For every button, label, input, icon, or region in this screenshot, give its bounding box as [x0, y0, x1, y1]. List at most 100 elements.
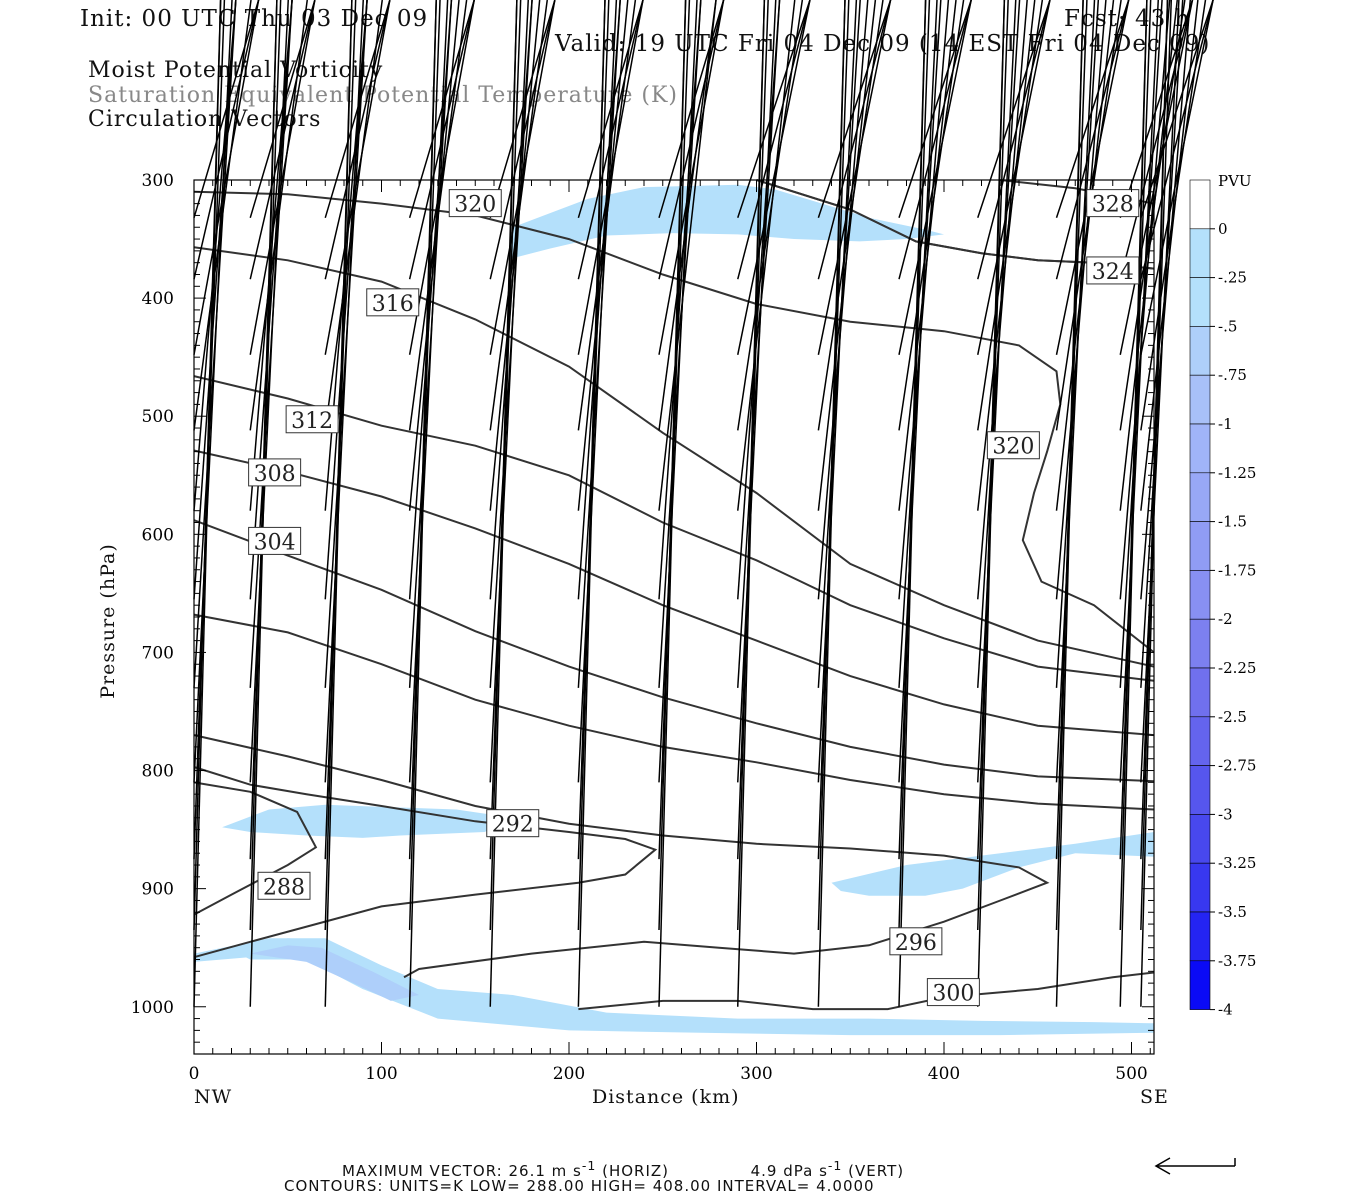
colorbar-label-5: -1.25 — [1218, 464, 1256, 482]
contour-label-12: 328 — [1092, 193, 1134, 218]
circulation-vector-5-1 — [249, 0, 293, 600]
y-tick-label-1000: 1000 — [131, 998, 174, 1018]
x-tick-label-500: 500 — [1115, 1064, 1147, 1084]
contour-label-6: 308 — [254, 462, 296, 487]
colorbar-swatch-4 — [1189, 374, 1211, 425]
plot-frame — [193, 179, 1155, 1055]
colorbar-swatch-16 — [1189, 960, 1211, 1010]
contour-label-box-1 — [486, 809, 540, 838]
y-tick-label-800: 800 — [142, 762, 174, 782]
circulation-vector-5-13 — [1140, 0, 1192, 600]
colorbar-label-16: -4 — [1218, 1001, 1233, 1019]
x-tick-label-100: 100 — [365, 1064, 397, 1084]
circulation-vector-5-12 — [1119, 0, 1171, 600]
x-tick-label-400: 400 — [928, 1064, 960, 1084]
colorbar-swatch-13 — [1189, 814, 1211, 864]
mpv-shade-5 — [250, 945, 419, 1001]
circulation-vector-2-6 — [658, 0, 725, 355]
circulation-vector-7-3 — [408, 0, 449, 783]
colorbar-label-13: -3.25 — [1218, 854, 1256, 872]
contour-label-box-0 — [257, 871, 311, 900]
contour-label-box-7 — [285, 405, 339, 434]
circulation-vector-1-11 — [1055, 0, 1130, 280]
contour-label-box-11 — [1086, 256, 1140, 285]
colorbar-label-1: -.25 — [1218, 269, 1247, 287]
max-vector-info: MAXIMUM VECTOR: 26.1 m s-1 (HORIZ) 4.9 d… — [342, 1158, 905, 1180]
circulation-vector-7-11 — [1055, 0, 1096, 783]
circulation-vector-1-10 — [977, 0, 1051, 280]
colorbar-swatch-6 — [1189, 472, 1211, 522]
circulation-vector-5-3 — [408, 0, 453, 600]
contour-label-box-10 — [986, 431, 1040, 460]
contour-label-7: 312 — [291, 409, 333, 434]
colorbar-swatch-12 — [1189, 765, 1211, 815]
circulation-vector-10-11 — [1055, 0, 1084, 1007]
contour-label-11: 324 — [1092, 260, 1134, 285]
colorbar-label-6: -1.5 — [1218, 513, 1247, 531]
circulation-vector-5-2 — [324, 0, 368, 600]
circulation-vector-0-7 — [737, 0, 811, 219]
theta-es-contour-7 — [193, 375, 1155, 682]
contour-label-2: 296 — [895, 931, 937, 956]
colorbar-swatch-10 — [1189, 667, 1211, 718]
theta-es-contour-5 — [193, 519, 1155, 783]
circulation-vector-0-11 — [1055, 0, 1130, 219]
colorbar-label-8: -2 — [1218, 610, 1233, 628]
colorbar-label-3: -.75 — [1218, 366, 1247, 384]
mpv-shade-1 — [222, 804, 513, 838]
circulation-vector-2-8 — [817, 0, 892, 355]
colorbar-label-11: -2.75 — [1218, 757, 1256, 775]
contour-label-box-5 — [248, 526, 302, 555]
circulation-vector-5-8 — [817, 0, 869, 600]
circulation-vector-0-8 — [817, 0, 892, 219]
contour-label-0: 288 — [263, 875, 305, 900]
circulation-vector-7-6 — [658, 0, 698, 783]
circulation-vector-2-11 — [1055, 0, 1130, 355]
circulation-vector-10-10 — [977, 0, 1006, 1007]
colorbar-label-9: -2.25 — [1218, 659, 1256, 677]
circulation-vector-1-9 — [898, 0, 972, 280]
theta-es-contour-6 — [193, 449, 1155, 737]
circulation-vector-2-2 — [324, 0, 391, 355]
colorbar-swatch-1 — [1189, 228, 1211, 278]
circulation-vector-0-13 — [1140, 0, 1214, 219]
y-tick-label-500: 500 — [142, 407, 174, 427]
circulation-vector-1-13 — [1140, 0, 1214, 280]
colorbar-title: PVU — [1218, 172, 1252, 190]
contour-label-box-2 — [889, 927, 943, 956]
circulation-vector-4-7 — [737, 0, 796, 511]
title-theta-es: Saturation Equivalent Potential Temperat… — [88, 83, 678, 108]
x-tick-label-0: 0 — [189, 1064, 200, 1084]
colorbar-label-12: -3 — [1218, 805, 1233, 823]
contour-label-10: 320 — [992, 435, 1034, 460]
circulation-vector-5-7 — [737, 0, 781, 600]
colorbar-swatch-5 — [1189, 423, 1211, 474]
contour-label-box-12 — [1086, 189, 1140, 218]
contour-label-box-6 — [248, 458, 302, 487]
circulation-vector-7-2 — [324, 0, 364, 783]
theta-es-contour-3 — [193, 613, 1155, 811]
circulation-vector-7-8 — [817, 0, 858, 783]
circulation-vector-0-9 — [898, 0, 972, 219]
colorbar-swatch-15 — [1189, 911, 1211, 962]
colorbar-swatch-2 — [1189, 277, 1211, 327]
circulation-vector-5-10 — [977, 0, 1028, 600]
circulation-vector-10-8 — [817, 0, 846, 1007]
colorbar-label-15: -3.75 — [1218, 952, 1256, 970]
y-axis-label: Pressure (hPa) — [97, 543, 119, 699]
theta-es-contour-2 — [193, 734, 1050, 979]
circulation-vector-7-4 — [489, 0, 529, 783]
circulation-vector-10-9 — [898, 0, 927, 1007]
contour-label-1: 292 — [492, 813, 534, 838]
circulation-vector-4-6 — [658, 0, 717, 511]
circulation-vector-1-7 — [737, 0, 811, 280]
circulation-vector-2-7 — [737, 0, 811, 355]
mpv-shade-0 — [509, 184, 944, 260]
colorbar-swatch-7 — [1189, 521, 1211, 571]
circulation-vector-7-12 — [1119, 0, 1159, 783]
mpv-shade-3 — [194, 938, 1154, 1036]
x-left-end-label: NW — [194, 1086, 233, 1108]
contour-label-3: 300 — [932, 982, 974, 1007]
theta-es-contour-1 — [193, 766, 658, 959]
circulation-vector-10-12 — [1119, 0, 1148, 1007]
